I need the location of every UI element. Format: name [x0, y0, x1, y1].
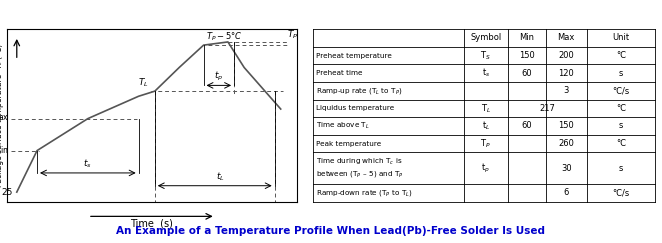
Text: Preheat temperature: Preheat temperature — [316, 52, 392, 59]
Text: 120: 120 — [559, 69, 574, 78]
Text: $T_P$: $T_P$ — [287, 28, 298, 41]
Text: °C: °C — [616, 139, 626, 148]
Text: °C/s: °C/s — [612, 188, 630, 197]
Text: 260: 260 — [558, 139, 574, 148]
Text: Unit: Unit — [612, 34, 630, 43]
Text: Peak temperature: Peak temperature — [316, 141, 381, 147]
Y-axis label: Package surface temperature  Tₑ (°C): Package surface temperature Tₑ (°C) — [0, 44, 4, 187]
Text: Liquidus temperature: Liquidus temperature — [316, 105, 395, 111]
Text: t$_p$: t$_p$ — [481, 162, 490, 175]
Text: $T_L$: $T_L$ — [138, 76, 149, 89]
Text: Max: Max — [557, 34, 575, 43]
Text: Preheat time: Preheat time — [316, 70, 363, 76]
Text: °C: °C — [616, 104, 626, 113]
Text: T$_L$: T$_L$ — [481, 102, 491, 115]
Text: °C: °C — [616, 51, 626, 60]
Text: 60: 60 — [522, 69, 532, 78]
Text: Ramp-down rate (T$_P$ to T$_L$): Ramp-down rate (T$_P$ to T$_L$) — [316, 188, 413, 198]
Text: 200: 200 — [559, 51, 574, 60]
Text: 150: 150 — [519, 51, 535, 60]
Text: t$_s$: t$_s$ — [482, 67, 490, 79]
Text: 25: 25 — [1, 188, 13, 197]
Text: 3: 3 — [563, 86, 569, 95]
Text: t$_L$: t$_L$ — [482, 120, 490, 132]
Text: s: s — [619, 122, 624, 130]
Text: $t_L$: $t_L$ — [216, 170, 225, 182]
Text: Min: Min — [520, 34, 534, 43]
Text: $T_S$ max: $T_S$ max — [0, 111, 9, 124]
Text: $t_p$: $t_p$ — [214, 70, 224, 83]
Text: Ramp-up rate (T$_L$ to T$_P$): Ramp-up rate (T$_L$ to T$_P$) — [316, 86, 402, 96]
Text: T$_P$: T$_P$ — [481, 137, 491, 150]
Text: s: s — [619, 164, 624, 173]
Text: $t_s$: $t_s$ — [83, 157, 92, 170]
Text: Time during which T$_c$ is
between (T$_P$ – 5) and T$_P$: Time during which T$_c$ is between (T$_P… — [316, 157, 404, 179]
Text: 6: 6 — [563, 188, 569, 197]
Text: 30: 30 — [561, 164, 571, 173]
Text: T$_S$: T$_S$ — [481, 49, 491, 62]
Text: Time above T$_L$: Time above T$_L$ — [316, 121, 370, 131]
Text: $T_P - 5°C$: $T_P - 5°C$ — [206, 31, 242, 43]
Text: 217: 217 — [540, 104, 555, 113]
Text: Symbol: Symbol — [470, 34, 501, 43]
Text: Time  (s): Time (s) — [130, 219, 173, 229]
Text: °C/s: °C/s — [612, 86, 630, 95]
Text: 60: 60 — [522, 122, 532, 130]
Text: s: s — [619, 69, 624, 78]
Text: 150: 150 — [559, 122, 574, 130]
Text: $T_S$ min: $T_S$ min — [0, 144, 9, 157]
Text: An Example of a Temperature Profile When Lead(Pb)-Free Solder Is Used: An Example of a Temperature Profile When… — [117, 226, 545, 236]
